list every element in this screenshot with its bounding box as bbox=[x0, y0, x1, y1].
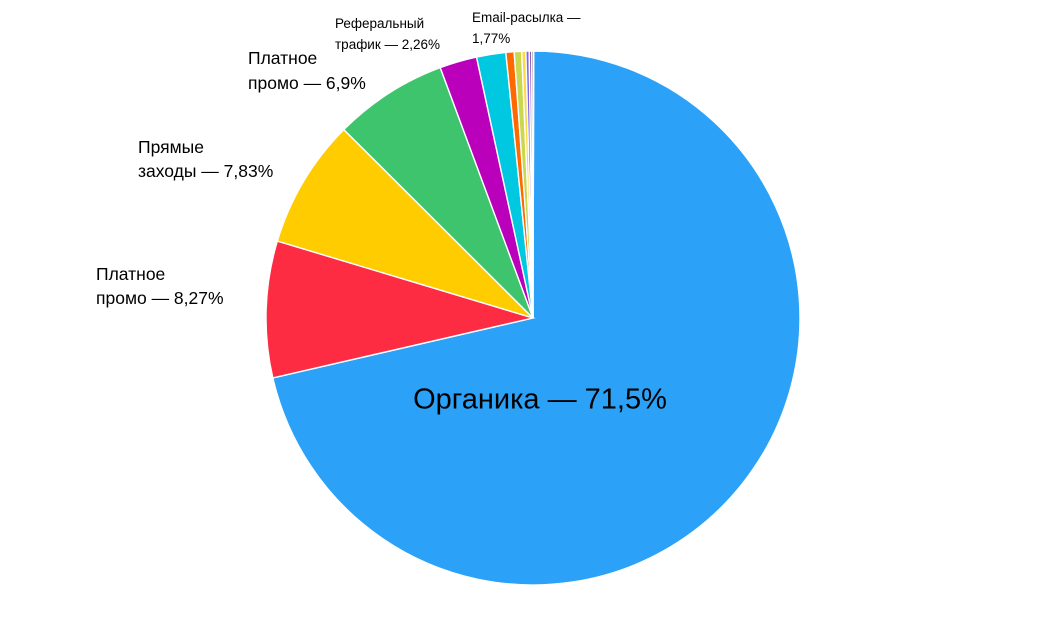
slice-label-direct-line2: заходы — 7,83% bbox=[138, 161, 273, 181]
slice-label-email-line1: Email-расылка — bbox=[472, 10, 581, 25]
slice-label-direct-line1: Прямые bbox=[138, 137, 204, 157]
slice-label-email: Email-расылка — 1,77% bbox=[472, 10, 584, 46]
slice-label-paid-promo-2-line1: Платное bbox=[248, 48, 317, 68]
pie-slice-1 bbox=[265, 240, 536, 379]
slice-label-direct: Прямые заходы — 7,83% bbox=[138, 137, 273, 181]
slice-label-paid-promo-2-line2: промо — 6,9% bbox=[248, 73, 366, 93]
slice-label-organika: Органика — 71,5% bbox=[413, 384, 667, 416]
slice-label-paid-promo-1-line2: промо — 8,27% bbox=[96, 288, 224, 308]
pie-slice-3 bbox=[342, 66, 534, 319]
slice-label-paid-promo-2: Платное промо — 6,9% bbox=[248, 48, 366, 93]
pie-slice-11 bbox=[530, 50, 535, 319]
slice-label-referral-line2: трафик — 2,26% bbox=[335, 37, 440, 52]
slice-label-paid-promo-1-line1: Платное bbox=[96, 264, 165, 284]
slice-label-referral-line1: Реферальный bbox=[335, 16, 424, 31]
slice-label-email-line2: 1,77% bbox=[472, 31, 510, 46]
slice-label-paid-promo-1: Платное промо — 8,27% bbox=[96, 264, 224, 308]
pie-slice-0 bbox=[271, 50, 801, 586]
slices-layer bbox=[265, 50, 801, 586]
slice-label-referral: Реферальный трафик — 2,26% bbox=[335, 16, 440, 52]
pie-slice-2 bbox=[276, 128, 534, 319]
